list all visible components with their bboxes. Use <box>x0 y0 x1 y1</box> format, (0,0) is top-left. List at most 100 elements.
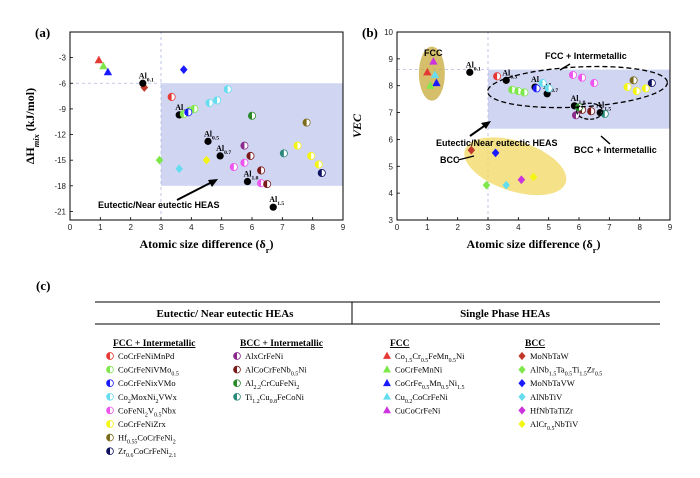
data-point <box>544 84 553 93</box>
legend-entry: Ti1.2Cu0.8FeCoNi <box>245 392 305 405</box>
y-tick-label: 9 <box>389 55 394 64</box>
legend-marker <box>233 365 241 374</box>
legend-marker <box>518 406 526 415</box>
legend-marker <box>106 365 114 374</box>
point-label: Al1.0 <box>243 170 258 182</box>
data-point <box>423 67 432 76</box>
legend-marker <box>383 365 391 373</box>
data-point <box>629 76 638 85</box>
data-point <box>317 168 326 178</box>
legend-marker <box>106 392 114 401</box>
legend-marker <box>383 351 391 359</box>
legend-entry: AlxCrFeNi <box>245 351 284 361</box>
data-point <box>578 73 587 82</box>
data-point <box>587 107 596 116</box>
data-point <box>184 108 193 117</box>
legend-entry: Zr0.6CoCrFeNi2.1 <box>118 446 176 459</box>
data-point <box>240 158 249 167</box>
legend-entry: AlNbTiV <box>530 392 563 402</box>
legend-entry: MoNbTaVW <box>530 378 575 388</box>
x-tick-label: 3 <box>486 223 491 232</box>
x-tick-label: 7 <box>607 223 612 232</box>
data-point <box>590 79 599 88</box>
point-label: Al0.1 <box>466 60 481 72</box>
column-title: BCC <box>525 339 545 349</box>
data-point <box>466 68 474 76</box>
header-eutectic: Eutectic/ Near eutectic HEAs <box>157 308 295 320</box>
y-axis-label: ΔHmix (kJ/mol) <box>23 88 41 164</box>
legend-entry: AlCoCrFeNb0.5Ni <box>245 365 307 378</box>
data-point <box>307 151 316 160</box>
data-point <box>99 61 108 70</box>
data-point <box>467 145 476 155</box>
data-point <box>641 84 650 93</box>
y-tick-label: 10 <box>384 28 393 37</box>
data-point <box>532 84 541 93</box>
data-point <box>426 81 435 89</box>
data-point <box>263 180 272 189</box>
column-title: BCC + Intermetallic <box>240 339 323 349</box>
data-point <box>623 83 632 92</box>
legend-marker <box>518 379 526 388</box>
x-tick-label: 2 <box>128 223 133 232</box>
point-label: Al0.5 <box>204 129 219 141</box>
data-point <box>202 155 211 165</box>
data-point <box>430 70 440 79</box>
plot-frame <box>396 31 671 221</box>
y-tick-label: 7 <box>389 109 394 118</box>
data-point <box>179 65 188 74</box>
data-point <box>240 141 249 150</box>
point-label: Al0.3 <box>502 68 517 80</box>
annotation-fcc-intermetallic: FCC + Intermetallic <box>545 51 627 61</box>
legend-entry: AlCr0.5NbTiV <box>530 419 579 432</box>
data-point <box>647 79 656 88</box>
data-point <box>216 152 224 160</box>
arrow-head <box>208 179 218 187</box>
data-point <box>229 163 238 172</box>
x-tick-label: 7 <box>280 223 285 232</box>
fcc-intermetallic-region <box>486 65 669 109</box>
data-point <box>429 56 438 65</box>
x-axis-label: Atomic size difference (δr) <box>139 237 273 255</box>
data-point <box>538 79 547 88</box>
y-tick-label: -18 <box>54 182 66 191</box>
x-tick-label: 3 <box>159 223 164 232</box>
bcc-intermetallic-region <box>575 102 604 120</box>
x-tick-label: 2 <box>455 223 460 232</box>
legend-marker <box>106 352 114 360</box>
x-axis-label: Atomic size difference (δr) <box>466 237 600 255</box>
legend-marker <box>383 378 391 387</box>
panel-label: (a) <box>35 25 50 40</box>
legend-marker <box>233 392 241 401</box>
legend-entry: Co2MoxNi2VWx <box>118 392 178 405</box>
legend-entry: Hf0.55CoCrFeNi2 <box>118 433 176 446</box>
x-tick-label: 4 <box>516 223 521 232</box>
legend-entry: CoCrFeMnNi <box>395 365 443 375</box>
x-tick-label: 9 <box>341 223 346 232</box>
panel-label-c: (c) <box>36 278 50 293</box>
y-tick-label: -6 <box>59 79 67 88</box>
x-tick-label: 0 <box>68 223 73 232</box>
shaded-region <box>161 83 343 186</box>
legend-entry: CoCrFeNixVMo <box>118 378 176 388</box>
data-point <box>213 96 222 105</box>
x-tick-label: 8 <box>637 223 642 232</box>
data-point <box>517 175 526 185</box>
legend-marker <box>233 352 241 360</box>
arrow-bcc <box>457 155 475 161</box>
x-tick-label: 6 <box>577 223 582 232</box>
data-point <box>204 137 212 145</box>
x-tick-label: 9 <box>668 223 673 232</box>
point-label: Al1.5 <box>269 195 284 207</box>
legend-marker <box>106 406 114 415</box>
data-point <box>302 118 311 127</box>
legend-marker <box>383 406 391 414</box>
data-point <box>257 166 266 175</box>
data-point <box>257 179 266 188</box>
legend-marker <box>383 392 391 400</box>
legend-entry: AlNb1.5Ta0.5Ti1.5Zr0.5 <box>530 365 602 378</box>
data-point <box>529 172 538 182</box>
point-label: Al0.1 <box>139 71 154 83</box>
y-tick-label: 8 <box>389 82 394 91</box>
